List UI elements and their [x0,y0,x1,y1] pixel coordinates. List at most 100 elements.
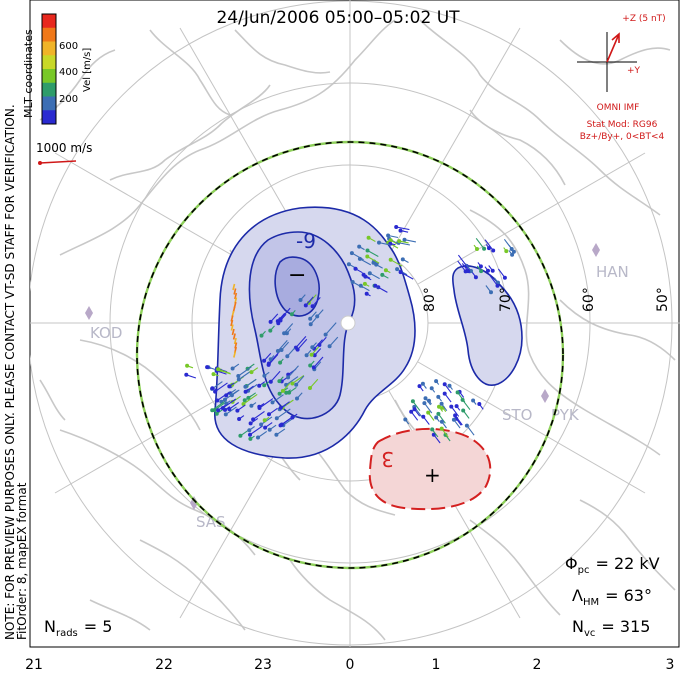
velocity-vector [367,250,379,257]
velocity-vector [270,355,275,360]
velocity-vector [438,406,444,412]
nrads-symbol: N [44,617,56,636]
colorbar-unit-label: Vel [m/s] [82,48,93,92]
velocity-vector [225,406,237,415]
velocity-vector [300,294,306,301]
velocity-vector [214,402,225,411]
velocity-vector-fast [230,319,234,327]
velocity-vector [264,371,270,377]
velocity-vector [476,265,482,272]
velocity-vector [503,247,507,252]
velocity-vector [247,384,258,392]
velocity-vector [314,348,322,356]
station-label-han: HAN [596,263,629,281]
positive-cell [368,427,492,511]
velocity-vector [285,376,299,386]
mlt-axis: 21 22 23 0 1 2 3 [25,657,674,673]
velocity-vector [281,341,290,351]
velocity-vector [435,417,440,422]
mlt-tick-0: 0 [346,657,355,673]
velocity-vector [441,421,447,429]
velocity-vector [259,398,274,409]
velocity-vector [423,402,433,414]
imf-vector [606,32,620,63]
velocity-vector [390,243,396,246]
hm-value: = 63° [605,586,652,605]
velocity-vector-fast [233,351,237,358]
velocity-vector [359,258,372,266]
hm-subscript: HM [583,597,599,608]
velocity-vector [378,242,391,246]
nvc-subscript: vc [584,628,595,639]
velocity-vector [485,285,492,293]
pcp-value: = 22 kV [595,554,659,573]
velocity-vector [462,410,470,419]
velocity-vector [270,313,279,323]
velocity-vector [212,387,219,391]
pcp-subscript: pc [578,565,590,576]
svg-text:Nvc= 315: Nvc = 315 [572,617,650,639]
velocity-colorbar [41,13,57,125]
station-marker-han [592,243,600,257]
velocity-vector [216,391,230,401]
velocity-vector-fast [230,315,234,322]
velocity-vector [399,240,409,244]
velocity-vector [258,381,266,387]
velocity-vector [269,325,275,331]
velocity-vector [352,281,364,289]
velocity-vector [229,388,237,394]
velocity-vector [288,386,297,394]
velocity-vector [369,272,380,280]
velocity-vector [484,266,489,272]
station-label-sto: STO [502,406,533,424]
velocity-vector [427,412,435,421]
velocity-vector [238,415,245,420]
velocity-vector [410,411,419,421]
station-label-pyk: PYK [551,406,580,424]
velocity-vector [325,322,337,335]
velocity-vector [431,387,436,393]
velocity-vectors [184,225,516,444]
stat-nrads: Nrads = 5 [44,617,112,639]
velocity-vector [232,363,240,369]
velocity-vector [282,382,291,392]
velocity-vector [316,309,324,317]
velocity-vector [457,254,468,267]
colorbar-swatch [42,82,56,97]
velocity-vector [368,237,376,242]
velocity-vector [402,258,409,263]
velocity-vector [222,398,237,409]
velocity-vector [308,294,317,304]
velocity-vector [251,402,257,407]
colorbar-swatch [42,55,56,70]
hm-boundary-dashed [136,141,564,569]
stat-model-label: Stat Mod: RG96 [587,120,658,130]
velocity-vector [449,385,453,390]
velocity-vector [251,367,259,373]
velocity-vector [257,430,268,438]
stat-model-conditions: Bz+/By+, 0<BT<4 [580,132,665,142]
velocity-vector [231,389,240,396]
velocity-vector [453,419,461,429]
velocity-vector [244,395,252,401]
velocity-vector [358,246,365,251]
velocity-vector [264,416,270,421]
velocity-vector [311,342,317,348]
stat-hm: ΛHM = 63° [572,586,652,608]
velocity-vector [503,238,513,250]
velocity-vector-fast [231,328,235,336]
velocity-vector [279,358,284,363]
velocity-vector [457,260,467,272]
velocity-vector [475,237,485,250]
velocity-vector [484,239,494,251]
latitude-label-60: 60° [581,287,597,312]
velocity-vector [422,383,427,389]
velocity-vector [441,428,449,438]
velocity-vector [385,269,391,274]
velocity-vector [268,407,278,415]
colorbar-swatch [42,110,56,125]
velocity-vector [390,259,403,267]
velocity-vector-fast [234,292,238,300]
velocity-vector [225,391,232,396]
